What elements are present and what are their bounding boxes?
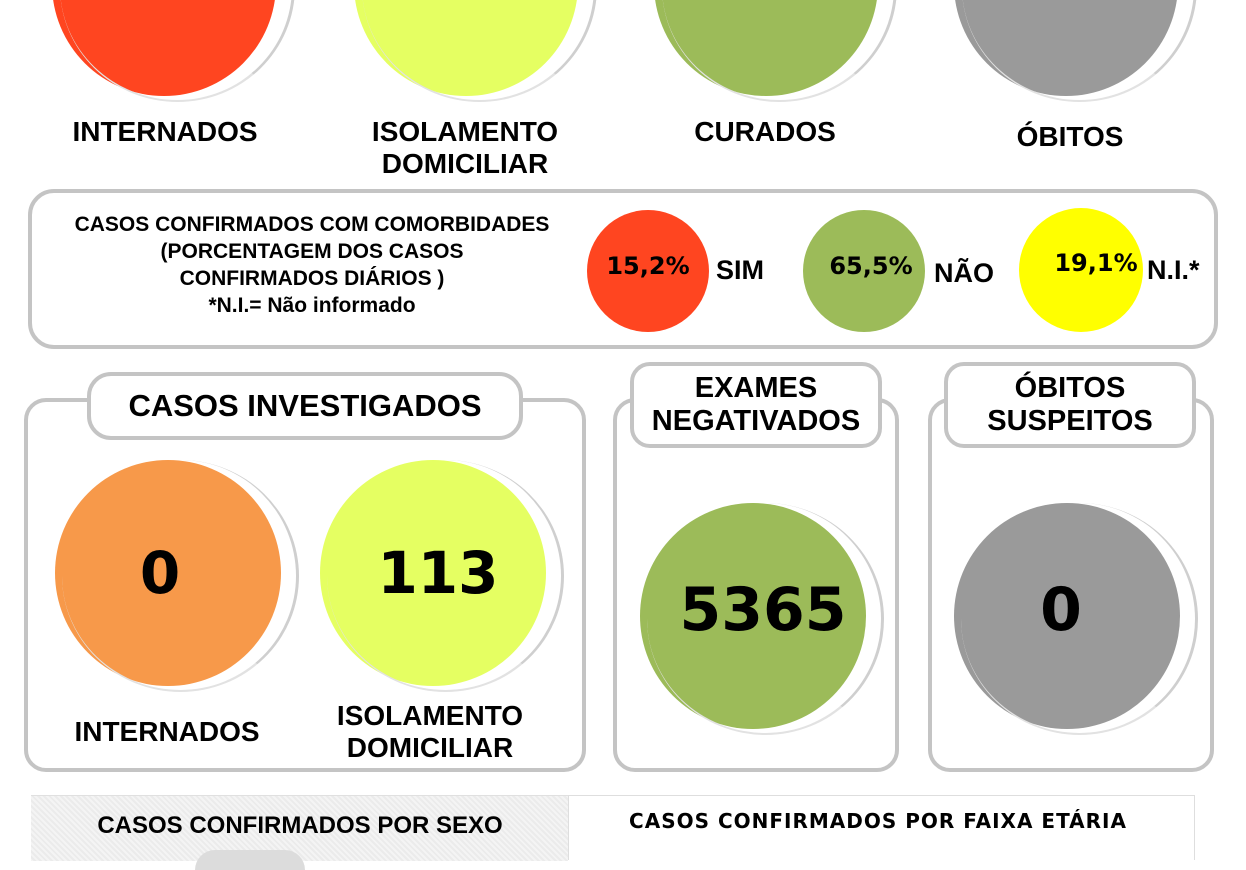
comorbidity-ni-label: N.I.* [1147, 255, 1200, 285]
top-recovered-label: CURADOS [694, 116, 836, 147]
by-age-title: CASOS CONFIRMADOS POR FAIXA ETÁRIA [629, 809, 1127, 833]
investigated-hospitalized-label: INTERNADOS [74, 716, 260, 747]
comorbidity-no-label: NÃO [934, 258, 994, 288]
top-hospitalized-label: INTERNADOS [72, 116, 258, 147]
comorbidities-note: *N.I.= Não informado [208, 293, 416, 317]
shadow-arc [60, 0, 295, 102]
top-deaths-label: ÓBITOS [1016, 121, 1124, 152]
investigated-home-isolation-label: ISOLAMENTO DOMICILIAR [336, 700, 524, 764]
shadow-arc [662, 0, 897, 102]
comorbidities-title-line: CASOS CONFIRMADOS COM COMORBIDADES [74, 213, 550, 236]
shadow-arc [62, 460, 299, 692]
comorbidities-title-line: CONFIRMADOS DIÁRIOS ) [179, 266, 445, 290]
comorbidity-ni-circle: 19,1% [1019, 208, 1143, 332]
investigated-title: CASOS INVESTIGADOS [87, 372, 523, 440]
by-age-panel [568, 795, 1195, 860]
by-sex-panel [31, 795, 568, 861]
negative-exams-title: EXAMES NEGATIVADOS [630, 362, 882, 448]
comorbidity-yes-value: 15,2% [606, 252, 690, 280]
comorbidity-yes-label: SIM [716, 255, 765, 285]
shadow-arc [961, 503, 1198, 735]
shadow-arc [962, 0, 1197, 102]
comorbidity-yes-circle: 15,2% [587, 210, 709, 332]
comorbidity-no-value: 65,5% [829, 252, 913, 280]
comorbidity-no-circle: 65,5% [803, 210, 925, 332]
shadow-arc [362, 0, 597, 102]
comorbidities-title-line: (PORCENTAGEM DOS CASOS [160, 239, 464, 263]
shadow-arc [327, 460, 564, 692]
top-home-isolation-label: ISOLAMENTO DOMICILIAR [371, 116, 559, 180]
by-sex-title: CASOS CONFIRMADOS POR SEXO [97, 812, 503, 839]
by-sex-graphic [195, 850, 305, 870]
comorbidities-title: CASOS CONFIRMADOS COM COMORBIDADES (PORC… [36, 212, 588, 320]
suspected-deaths-title: ÓBITOS SUSPEITOS [944, 362, 1196, 448]
comorbidity-ni-value: 19,1% [1054, 249, 1138, 277]
shadow-arc [647, 503, 884, 735]
